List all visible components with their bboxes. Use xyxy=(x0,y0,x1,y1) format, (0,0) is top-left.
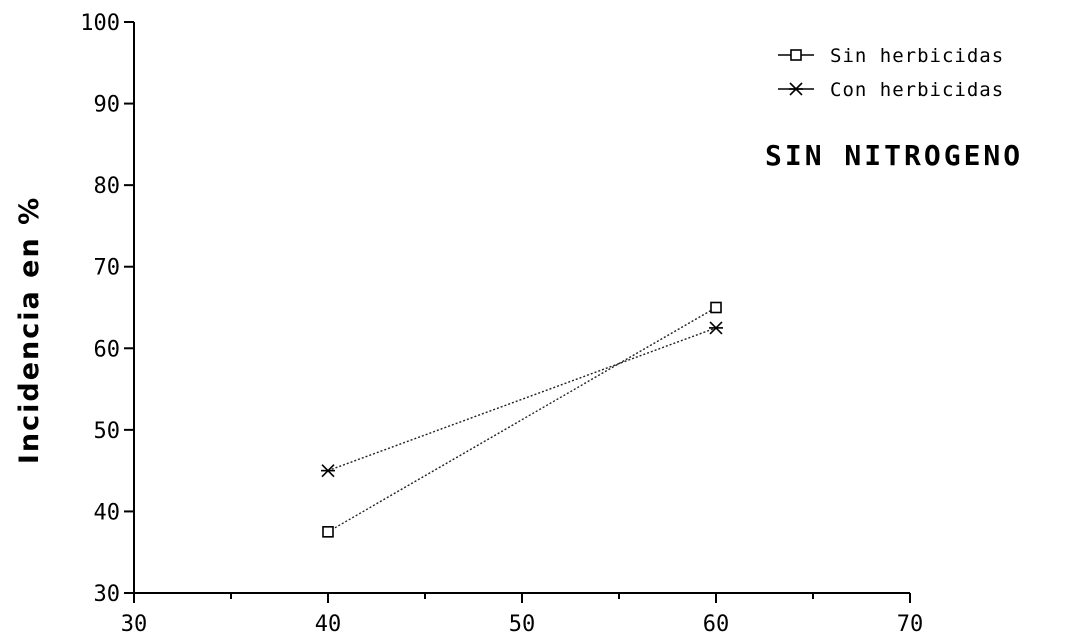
series-line-1 xyxy=(327,306,717,533)
axes xyxy=(133,22,910,594)
y-tick-label: 50 xyxy=(94,419,121,444)
x-tick-label: 50 xyxy=(509,612,536,637)
legend: Sin herbicidas Con herbicidas xyxy=(778,45,1004,101)
y-tick-label: 40 xyxy=(94,500,121,525)
legend-label-2: Con herbicidas xyxy=(830,79,1004,101)
legend-marker-1 xyxy=(790,49,802,61)
data-point-2 xyxy=(321,464,335,478)
y-tick-label: 100 xyxy=(80,11,120,36)
y-tick-label: 60 xyxy=(94,337,121,362)
data-point-1 xyxy=(322,526,334,538)
data-point-1 xyxy=(710,301,722,314)
x-tick-label: 60 xyxy=(703,612,730,637)
series-group xyxy=(321,301,723,538)
x-tick-label: 70 xyxy=(897,612,924,637)
y-tick-label: 80 xyxy=(94,174,121,199)
y-axis-label: Incidencia en % xyxy=(14,196,45,464)
y-ticks: 30 40 50 60 70 80 90 100 xyxy=(80,11,134,607)
legend-marker-2 xyxy=(789,82,803,96)
y-tick-label: 30 xyxy=(94,582,121,607)
chart-annotation: SIN NITROGENO xyxy=(765,139,1023,172)
series-line-2 xyxy=(327,327,717,472)
y-tick-label: 70 xyxy=(94,256,121,281)
x-tick-label: 40 xyxy=(315,612,342,637)
y-tick-label: 90 xyxy=(94,93,121,118)
x-tick-label: 30 xyxy=(121,612,148,637)
data-point-2 xyxy=(709,321,723,335)
x-ticks: 30 40 50 60 70 xyxy=(121,593,924,637)
legend-label-1: Sin herbicidas xyxy=(830,45,1004,67)
